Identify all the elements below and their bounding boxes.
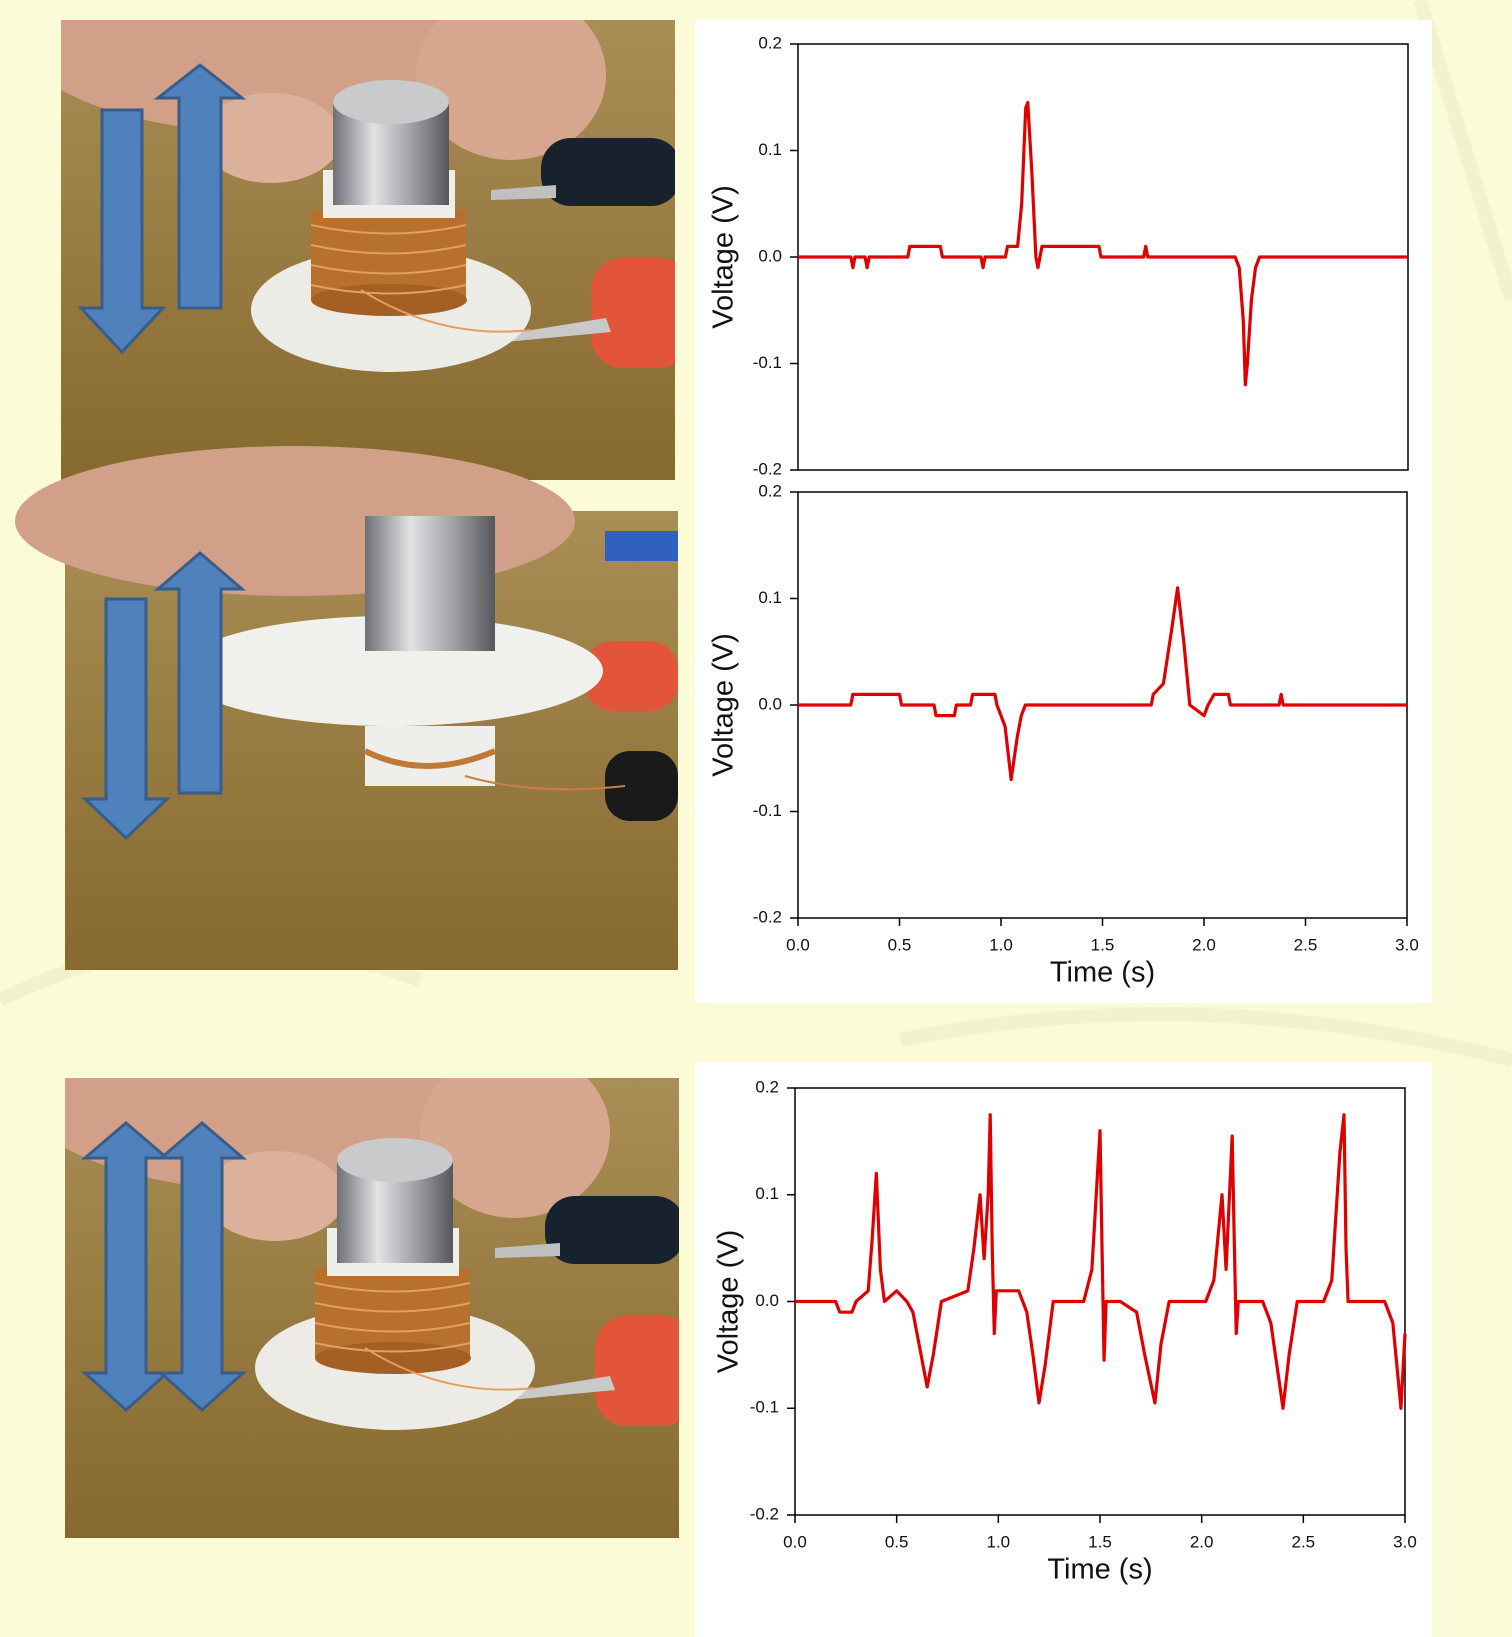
- x-tick-label: 2.5: [1294, 935, 1318, 954]
- x-tick-label: 1.0: [987, 1532, 1011, 1551]
- y-axis-label: Voltage (V): [708, 185, 740, 328]
- y-tick-label: 0.0: [758, 694, 782, 713]
- y-axis-label: Voltage (V): [708, 633, 740, 776]
- chart-panel: [695, 20, 1432, 1003]
- x-tick-label: 3.0: [1393, 1532, 1417, 1551]
- x-tick-label: 1.5: [1088, 1532, 1112, 1551]
- y-tick-label: 0.1: [755, 1184, 779, 1203]
- x-tick-label: 0.0: [786, 935, 810, 954]
- photo-1: [21, 0, 691, 480]
- y-tick-label: 0.1: [758, 140, 782, 159]
- y-tick-label: 0.2: [758, 33, 782, 52]
- x-tick-label: 0.5: [888, 935, 912, 954]
- y-tick-label: 0.1: [758, 588, 782, 607]
- page: -0.2 -0.1 0.0 0.1 0.2 Voltage (V) -0.2 -0.1 0.0 0…: [0, 0, 1512, 1637]
- y-tick-label: -0.2: [750, 1504, 779, 1523]
- y-tick-label: -0.2: [753, 459, 782, 478]
- y-tick-label: 0.2: [758, 481, 782, 500]
- x-tick-label: 2.5: [1292, 1532, 1316, 1551]
- y-tick-label: 0.2: [755, 1077, 779, 1096]
- x-axis-label: Time (s): [1050, 957, 1155, 989]
- x-tick-label: 1.5: [1091, 935, 1115, 954]
- photo-2: [15, 446, 678, 970]
- x-tick-label: 0.0: [783, 1532, 807, 1551]
- x-tick-label: 2.0: [1192, 935, 1216, 954]
- y-tick-label: 0.0: [755, 1291, 779, 1310]
- y-tick-label: -0.2: [753, 907, 782, 926]
- photo-3: [25, 1003, 695, 1538]
- x-axis-label: Time (s): [1047, 1554, 1152, 1586]
- y-tick-label: 0.0: [758, 246, 782, 265]
- y-tick-label: -0.1: [750, 1398, 779, 1417]
- x-tick-label: 2.0: [1190, 1532, 1214, 1551]
- y-axis-label: Voltage (V): [713, 1230, 745, 1373]
- y-tick-label: -0.1: [753, 353, 782, 372]
- x-tick-label: 1.0: [989, 935, 1013, 954]
- x-tick-label: 3.0: [1395, 935, 1419, 954]
- y-tick-label: -0.1: [753, 801, 782, 820]
- x-tick-label: 0.5: [885, 1532, 909, 1551]
- figure: -0.2 -0.1 0.0 0.1 0.2 Voltage (V) -0.2 -0.1 0.0 0…: [0, 0, 1512, 1637]
